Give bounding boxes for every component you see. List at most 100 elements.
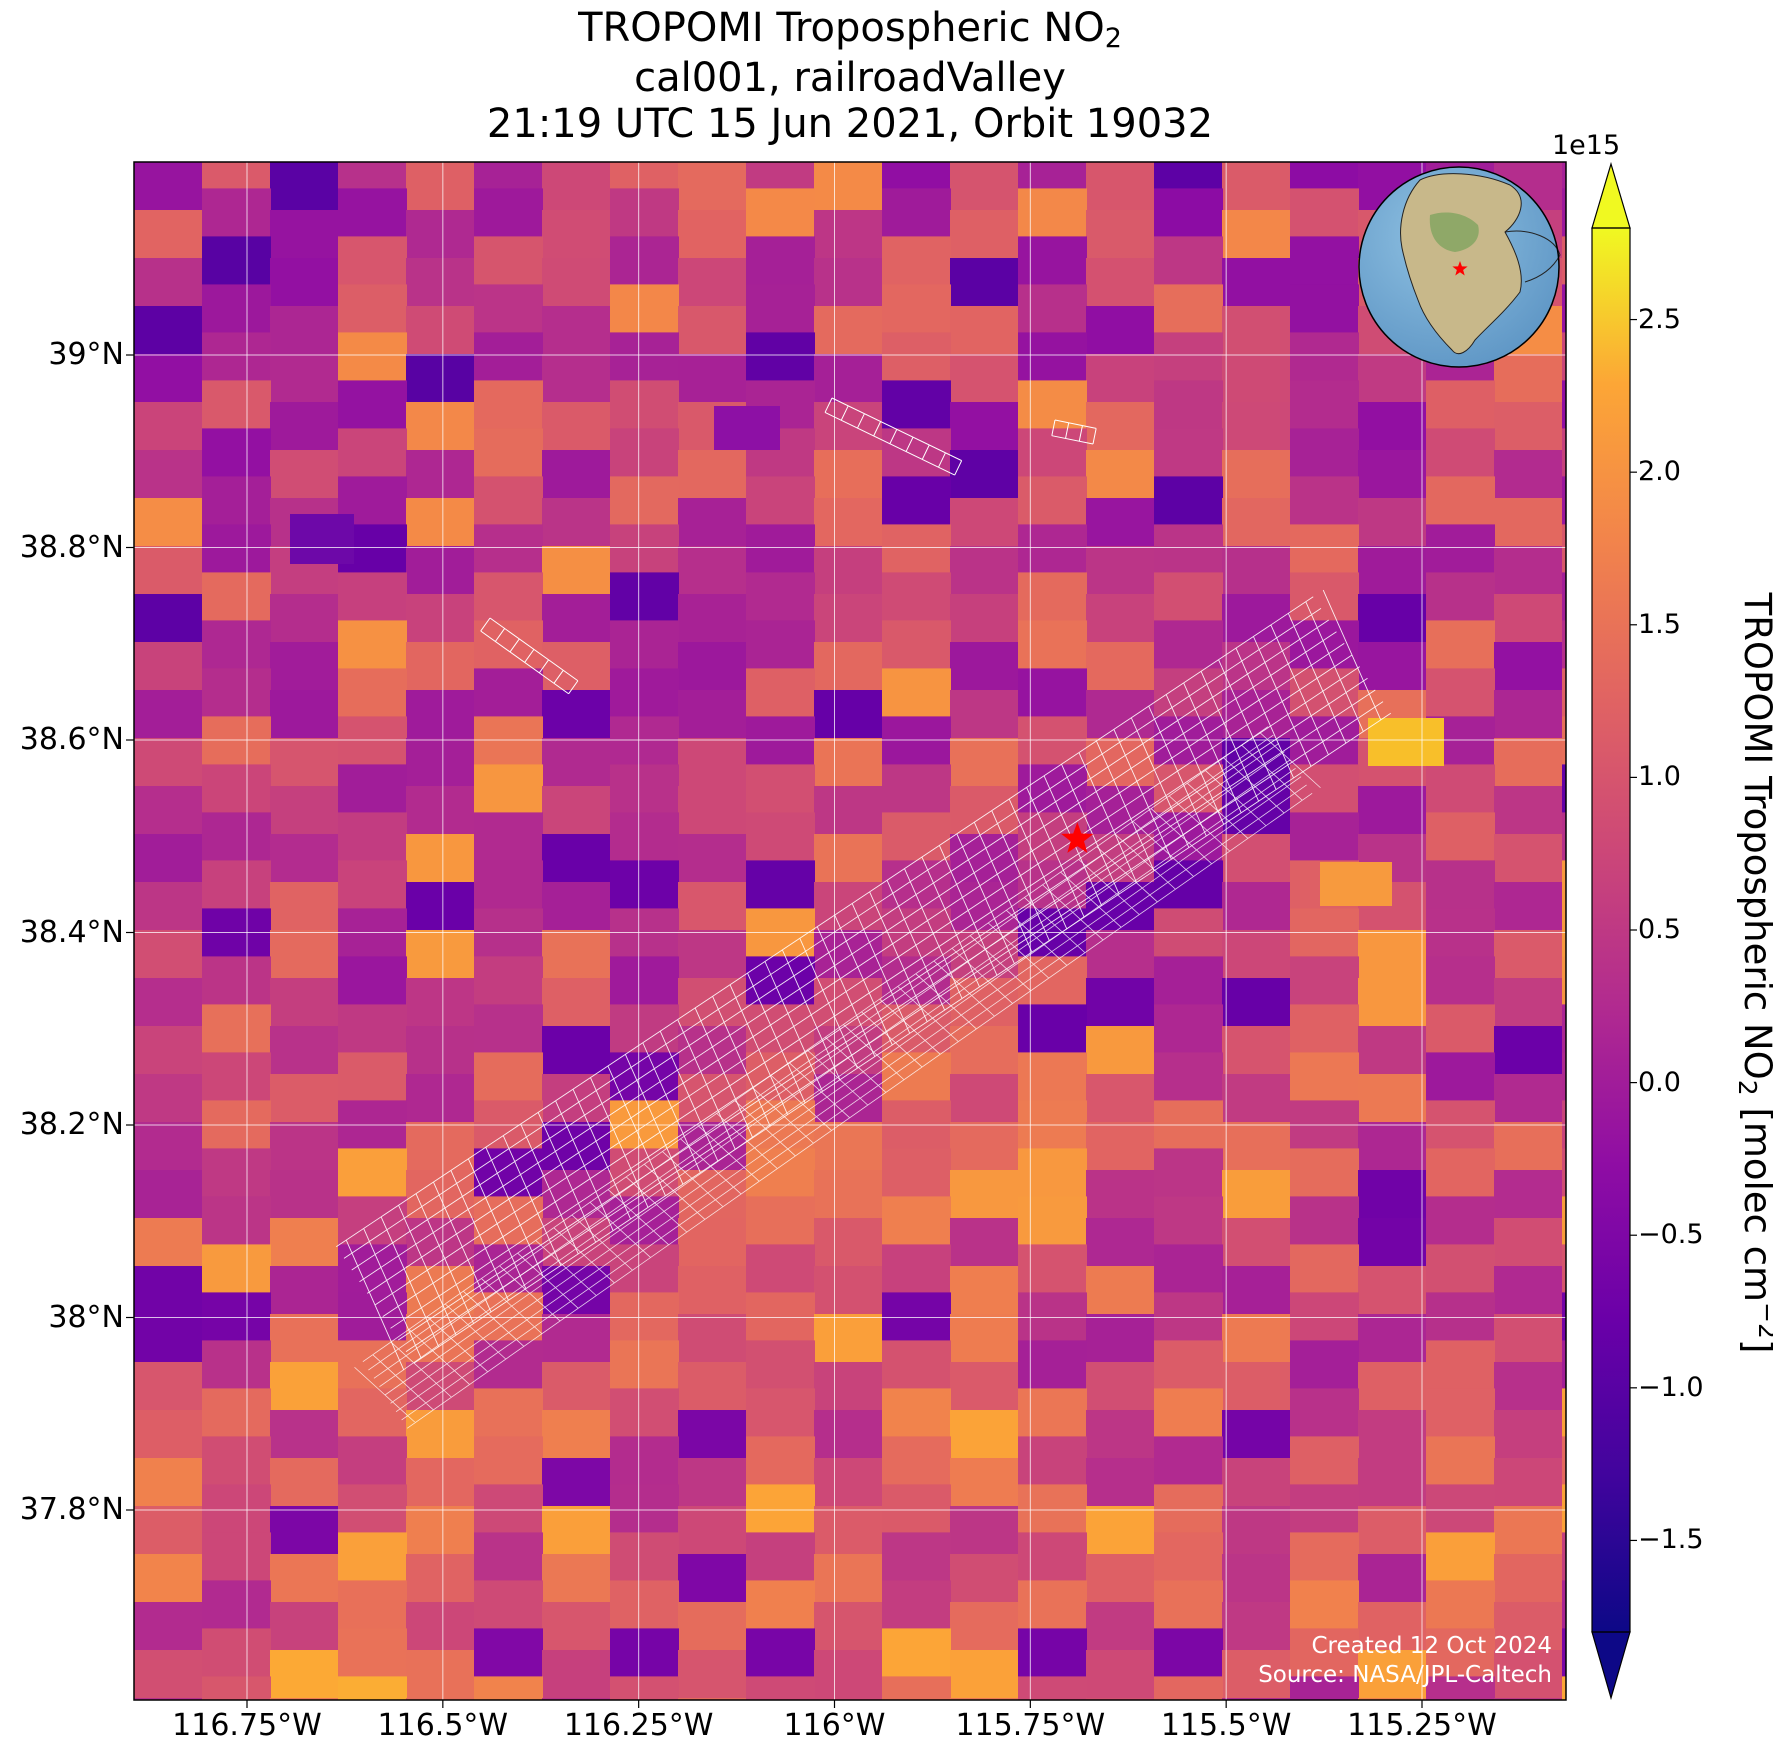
no2-pixel: [1562, 428, 1566, 478]
no2-pixel: [882, 1244, 951, 1294]
no2-pixel: [270, 738, 339, 787]
no2-pixel: [1494, 1314, 1563, 1363]
no2-pixel: [474, 476, 543, 526]
no2-pixel: [746, 668, 815, 718]
no2-pixel: [1290, 1532, 1359, 1582]
no2-pixel: [1630, 978, 1699, 1027]
colorbar-tick-label: 2.0: [1638, 456, 1681, 488]
no2-pixel: [882, 236, 951, 286]
no2-pixel: [1426, 572, 1495, 622]
no2-pixel: [1154, 476, 1223, 526]
no2-pixel: [882, 1580, 951, 1630]
no2-pixel: [542, 498, 611, 547]
no2-pixel: [1290, 1340, 1359, 1390]
no2-pixel: [270, 786, 339, 835]
no2-pixel: [542, 786, 611, 835]
x-tick-label: 116.75°W: [172, 1708, 322, 1743]
no2-pixel: [1358, 1218, 1427, 1267]
globe-outline: [1358, 166, 1560, 368]
no2-pixel: [1494, 642, 1563, 691]
no2-pixel: [1222, 1122, 1291, 1171]
no2-pixel: [1290, 1436, 1359, 1486]
no2-pixel: [610, 188, 679, 238]
no2-pixel: [338, 1148, 407, 1198]
no2-pixel: [882, 860, 951, 910]
no2-pixel: [542, 882, 611, 931]
no2-pixel: [270, 1698, 339, 1700]
no2-pixel: [1086, 258, 1155, 307]
no2-pixel: [1426, 1340, 1495, 1390]
no2-pixel: [814, 1218, 883, 1267]
no2-pixel: [1086, 1218, 1155, 1267]
no2-pixel: [202, 332, 271, 382]
no2-pixel: [1290, 1244, 1359, 1294]
no2-pixel: [678, 1266, 747, 1315]
created-credit: Created 12 Oct 2024: [1311, 1633, 1552, 1659]
no2-pixel: [1222, 1698, 1291, 1700]
no2-pixel: [882, 380, 951, 430]
no2-pixel: [1562, 188, 1566, 238]
no2-pixel: [474, 1388, 543, 1438]
no2-pixel: [1018, 716, 1087, 766]
globe-site-star: [1452, 261, 1468, 276]
no2-pixel: [338, 956, 407, 1006]
no2-pixel: [1154, 1292, 1223, 1342]
no2-pixel: [406, 1698, 475, 1700]
no2-pixel: [1290, 332, 1359, 382]
no2-pixel: [950, 402, 1019, 451]
no2-pixel: [746, 860, 815, 910]
no2-pixel: [950, 1554, 1019, 1603]
no2-pixel: [1494, 354, 1563, 403]
no2-pixel: [542, 594, 611, 643]
no2-pixel: [1290, 1196, 1359, 1246]
no2-pixel: [474, 162, 543, 190]
no2-pixel: [950, 1698, 1019, 1700]
footprint-patch: [1051, 419, 1097, 445]
footprint-patch: [824, 397, 963, 476]
no2-pixel: [1222, 978, 1291, 1027]
no2-pixel: [270, 354, 339, 403]
no2-pixel: [134, 162, 203, 211]
no2-pixel: [338, 1628, 407, 1678]
no2-pixel: [474, 1052, 543, 1102]
no2-pixel: [814, 1506, 883, 1555]
no2-pixel: [814, 162, 883, 211]
inset-globe: [1358, 166, 1561, 368]
no2-pixel: [202, 380, 271, 430]
no2-pixel: [610, 1484, 679, 1534]
no2-pixel: [882, 1532, 951, 1582]
no2-pixel: [202, 1052, 271, 1102]
no2-pixel: [814, 450, 883, 499]
no2-pixel: [406, 210, 475, 259]
no2-pixel: [338, 620, 407, 670]
x-tick-label: 116.25°W: [563, 1708, 714, 1743]
no2-pixel: [610, 572, 679, 622]
no2-pixel: [950, 642, 1019, 691]
no2-pixel: [1154, 1628, 1223, 1678]
no2-pixel: [1222, 1554, 1291, 1603]
no2-heatmap: [134, 162, 1699, 1700]
no2-pixel: [474, 956, 543, 1006]
no2-pixel: [1358, 1266, 1427, 1315]
no2-pixel: [1018, 668, 1087, 718]
colorbar-exponent: 1e15: [1552, 130, 1621, 161]
colorbar-label-sup: −2: [1753, 1302, 1773, 1339]
no2-pixel: [1222, 162, 1291, 211]
no2-pixel: [1018, 620, 1087, 670]
colorbar-label-sub: 2: [1733, 1079, 1762, 1096]
no2-pixel: [1630, 1650, 1699, 1699]
no2-pixel: [950, 1026, 1019, 1075]
no2-pixel: [1290, 1676, 1359, 1700]
colorbar: [1591, 161, 1637, 1701]
no2-pixel: [814, 546, 883, 595]
no2-pixel: [678, 546, 747, 595]
no2-pixel: [1494, 1602, 1563, 1651]
no2-pixel: [1358, 642, 1427, 691]
no2-pixel: [1086, 498, 1155, 547]
no2-pixel: [1222, 402, 1291, 451]
no2-pixel: [814, 786, 883, 835]
no2-pixel: [1426, 956, 1495, 1006]
no2-pixel: [678, 1554, 747, 1603]
no2-pixel: [746, 236, 815, 286]
no2-pixel: [1222, 1026, 1291, 1075]
